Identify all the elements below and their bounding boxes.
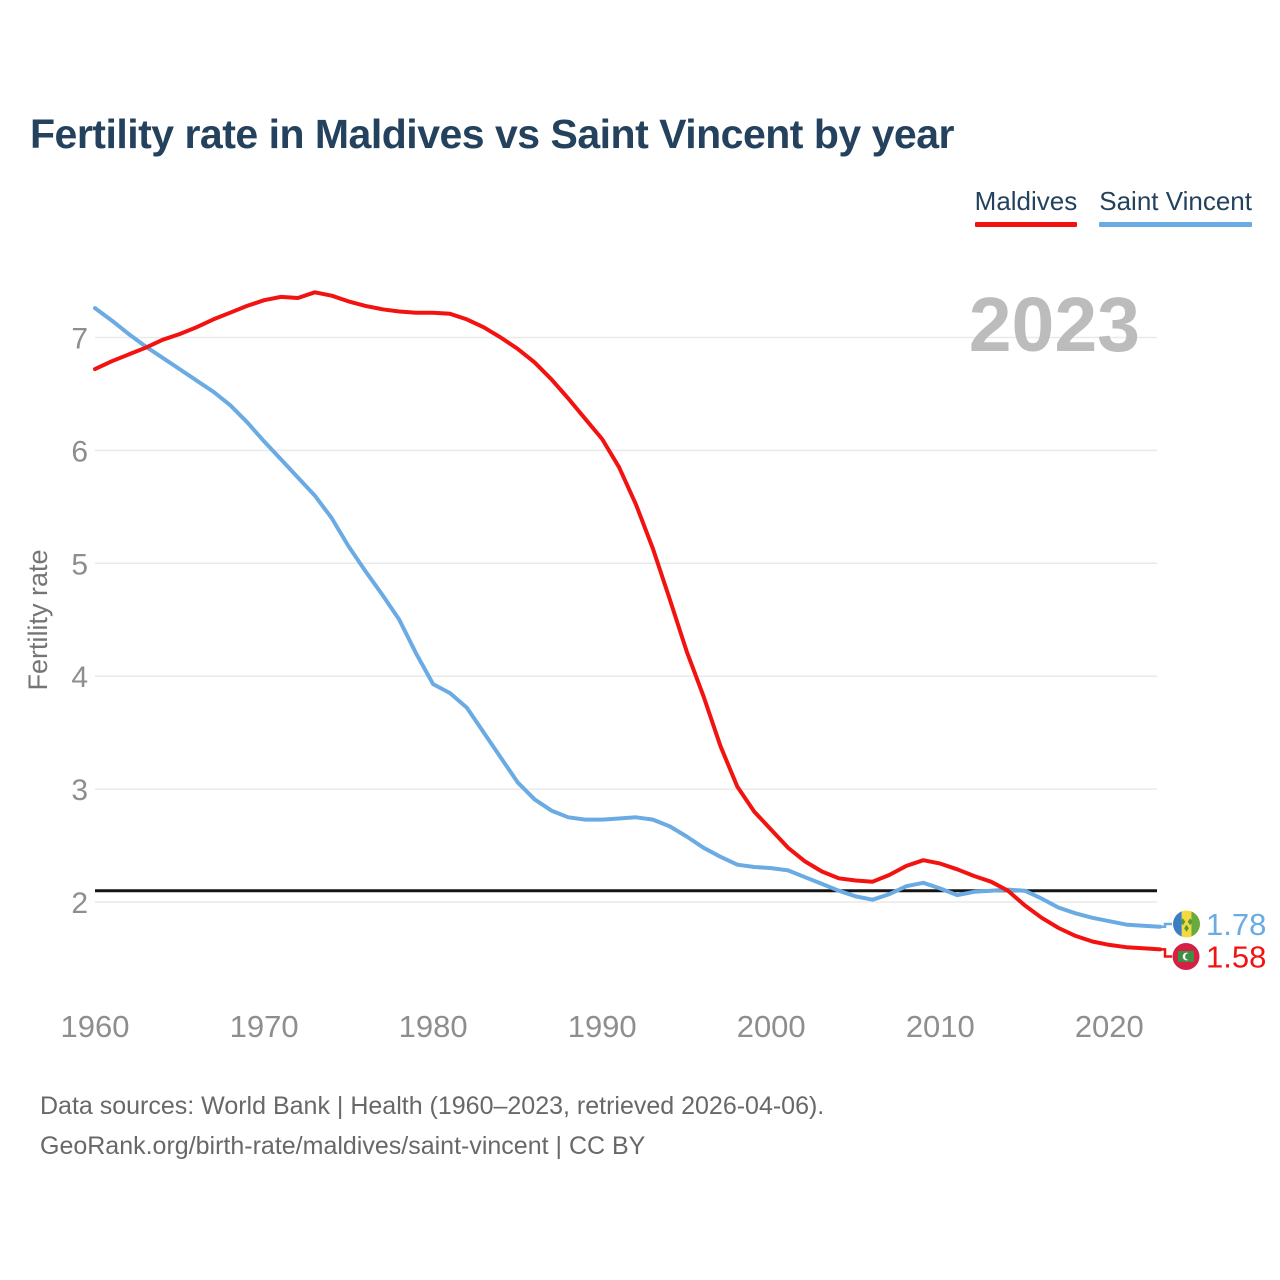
legend-label-saint-vincent: Saint Vincent [1099, 186, 1252, 216]
x-tick-label: 1970 [230, 1009, 299, 1044]
y-tick-label: 5 [71, 548, 88, 581]
legend-swatch-saint-vincent [1099, 222, 1252, 227]
maldives-flag-icon [1172, 943, 1200, 970]
footer-sources-line: Data sources: World Bank | Health (1960–… [40, 1092, 825, 1120]
y-tick-label: 6 [71, 435, 88, 468]
y-axis-title: Fertility rate [23, 549, 53, 690]
series-line-saint-vincent[interactable] [93, 306, 1162, 929]
fertility-line-chart: 2 3 4 5 6 7 1960 1970 1980 1990 2000 2010 2020 2023… [23, 282, 1266, 1044]
maldives-connector [1160, 948, 1172, 958]
x-tick-label: 2010 [906, 1009, 975, 1044]
x-tick-label: 2000 [737, 1009, 806, 1044]
saint-vincent-connector [1160, 922, 1172, 929]
y-tick-label: 2 [71, 887, 88, 920]
x-tick-label: 2020 [1075, 1009, 1144, 1044]
y-axis-tick-labels: 2 3 4 5 6 7 [71, 323, 88, 921]
x-tick-label: 1960 [61, 1009, 130, 1044]
footer: Data sources: World Bank | Health (1960–… [40, 1086, 824, 1166]
legend-item-saint-vincent[interactable]: Saint Vincent [1099, 186, 1252, 227]
legend: Maldives Saint Vincent [974, 186, 1252, 227]
legend-item-maldives[interactable]: Maldives [974, 186, 1078, 227]
end-value-saint-vincent: 1.78 [1206, 907, 1266, 942]
x-tick-label: 1980 [399, 1009, 468, 1044]
end-value-maldives: 1.58 [1206, 940, 1266, 975]
y-tick-label: 7 [71, 323, 88, 356]
y-tick-label: 3 [71, 774, 88, 807]
y-tick-label: 4 [71, 661, 88, 694]
x-axis-tick-labels: 1960 1970 1980 1990 2000 2010 2020 [61, 1009, 1144, 1044]
footer-attribution-line: GeoRank.org/birth-rate/maldives/saint-vi… [40, 1132, 646, 1160]
saint-vincent-flag-icon [1173, 910, 1200, 938]
legend-swatch-maldives [974, 222, 1078, 227]
legend-label-maldives: Maldives [974, 186, 1078, 216]
x-tick-label: 1990 [568, 1009, 637, 1044]
page-title: Fertility rate in Maldives vs Saint Vinc… [30, 111, 954, 157]
series-line-maldives[interactable] [93, 290, 1162, 952]
watermark-year: 2023 [969, 282, 1140, 368]
